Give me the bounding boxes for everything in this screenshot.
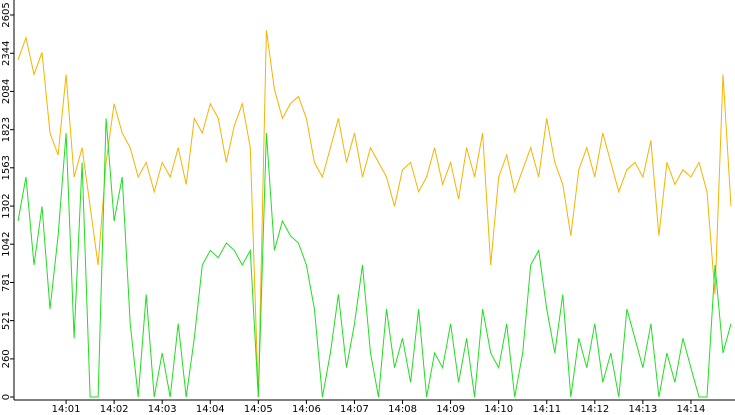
y-tick-label: 1823 (1, 117, 12, 142)
y-tick-label: 2605 (1, 2, 12, 27)
y-tick-label: 2344 (1, 41, 12, 66)
x-tick-label: 14:01 (52, 404, 81, 415)
y-tick-label: 1563 (1, 155, 12, 180)
y-tick-label: 781 (1, 273, 12, 292)
x-tick-label: 14:10 (484, 404, 513, 415)
x-tick-label: 14:04 (196, 404, 225, 415)
x-tick-label: 14:12 (580, 404, 609, 415)
y-tick-label: 521 (1, 311, 12, 330)
series-line (17, 30, 732, 398)
x-tick-label: 14:06 (292, 404, 321, 415)
x-tick-label: 14:14 (677, 404, 706, 415)
y-tick-label: 260 (1, 349, 12, 368)
series-line (17, 118, 732, 398)
x-tick-label: 14:13 (628, 404, 657, 415)
x-tick-label: 14:09 (436, 404, 465, 415)
x-tick-label: 14:02 (100, 404, 129, 415)
y-tick-label: 0 (1, 394, 12, 400)
y-tick-label: 1302 (1, 193, 12, 218)
x-tick-label: 14:08 (388, 404, 417, 415)
x-tick-label: 14:05 (244, 404, 273, 415)
y-tick-label: 2084 (1, 79, 12, 104)
x-tick-label: 14:07 (340, 404, 369, 415)
x-tick-label: 14:03 (148, 404, 177, 415)
y-tick-label: 1042 (1, 231, 12, 256)
x-tick-label: 14:11 (532, 404, 561, 415)
